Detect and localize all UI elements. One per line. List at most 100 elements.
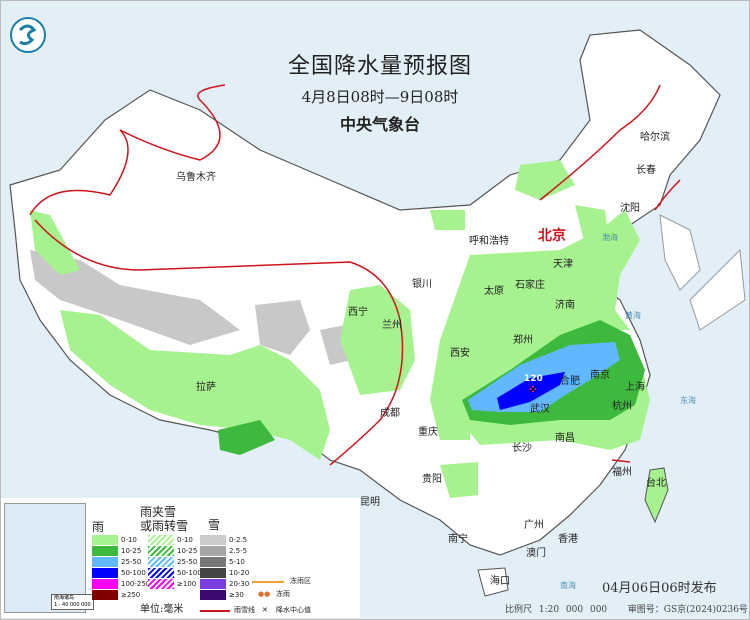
- legend-swatch-mix: [148, 546, 174, 556]
- issuer: 中央气象台: [339, 115, 420, 134]
- review-number: 审图号：GS京(2024)0236号: [627, 605, 748, 615]
- sea-label: 渤海: [602, 233, 618, 242]
- rain-10-25-area: [218, 420, 275, 455]
- legend-swatch-rain: [92, 579, 118, 589]
- rain-snow-line-swatch: [200, 610, 230, 612]
- legend-label-rain: 10-25: [121, 547, 142, 555]
- legend-label-mix: 10-25: [177, 547, 198, 555]
- legend-label-snow: 0-2.5: [229, 536, 248, 544]
- map-header: 全国降水量预报图 4月8日08时—9日08时 中央气象台: [260, 48, 500, 135]
- legend-swatch-rain: [92, 590, 118, 600]
- forecast-period: 4月8日08时—9日08时: [301, 88, 459, 106]
- city-label: 香港: [558, 534, 578, 545]
- city-label-capital: 北京: [538, 228, 566, 244]
- city-label: 西宁: [348, 307, 368, 318]
- legend-swatch-snow: [200, 590, 226, 600]
- city-label: 拉萨: [196, 382, 216, 393]
- legend-swatch-mix: [148, 568, 174, 578]
- precip-center-icon: ✕: [262, 606, 268, 614]
- legend-swatch-snow: [200, 557, 226, 567]
- city-label: 上海: [625, 382, 645, 393]
- legend-swatch-mix: [148, 579, 174, 589]
- city-label: 南京: [590, 370, 610, 381]
- city-label: 重庆: [418, 427, 438, 438]
- legend-swatch-snow: [200, 568, 226, 578]
- city-label: 海口: [490, 576, 510, 587]
- snow-area: [255, 300, 352, 365]
- city-label: 西安: [450, 348, 470, 359]
- legend-swatch-rain: [92, 568, 118, 578]
- legend-label-rain: 25-50: [121, 558, 142, 566]
- city-label: 哈尔滨: [640, 132, 670, 143]
- legend-label-mix: 50-100: [177, 569, 202, 577]
- precip-center-value: 120: [524, 374, 543, 384]
- city-label: 济南: [555, 300, 575, 311]
- city-label: 广州: [524, 520, 544, 531]
- city-label: 南宁: [448, 534, 468, 545]
- map-title: 全国降水量预报图: [287, 54, 472, 79]
- city-label: 福州: [612, 467, 632, 478]
- land-korea-japan: [659, 214, 746, 331]
- city-label: 台北: [646, 478, 666, 489]
- city-label: 澳门: [526, 548, 546, 559]
- city-label: 贵阳: [422, 474, 442, 485]
- city-label: 合肥: [560, 376, 580, 387]
- sea-label: 黄海: [625, 311, 641, 320]
- legend-label-rain: 50-100: [121, 569, 146, 577]
- city-label: 郑州: [513, 335, 533, 346]
- legend-swatch-rain: [92, 535, 118, 545]
- city-label: 石家庄: [515, 280, 545, 291]
- legend-label: 雨雪线: [234, 606, 255, 614]
- legend-label-rain: 100-250: [121, 580, 151, 588]
- city-label: 长春: [636, 165, 656, 176]
- island-hainan: [477, 567, 509, 597]
- city-label: 昆明: [360, 497, 380, 508]
- legend-label-rain: ≥250: [121, 591, 141, 599]
- legend-swatch-rain: [92, 557, 118, 567]
- legend-unit: 单位:毫米: [140, 604, 184, 615]
- sea-label: 东海: [680, 396, 696, 405]
- cma-logo: [10, 17, 46, 53]
- city-label: 太原: [484, 286, 504, 297]
- city-label: 兰州: [382, 320, 402, 331]
- snow-area: [30, 250, 240, 345]
- legend-swatch-snow: [200, 579, 226, 589]
- freezing-rain-zone-swatch: [252, 581, 284, 583]
- city-label: 南昌: [555, 433, 575, 444]
- issue-time: 04月06日06时发布: [602, 581, 717, 596]
- city-label: 成都: [380, 408, 400, 419]
- precip-center-marker: [529, 385, 537, 393]
- legend-label: 冻雨: [276, 590, 290, 598]
- city-label: 沈阳: [620, 203, 640, 214]
- legend-swatch-rain: [92, 546, 118, 556]
- island-taiwan: [644, 467, 669, 524]
- freezing-rain-icon: ●●: [258, 590, 271, 598]
- legend-label: 降水中心值: [276, 606, 311, 614]
- legend-label-rain: 0-10: [121, 536, 137, 544]
- legend-label-mix: ≥100: [177, 580, 197, 588]
- legend-swatch-snow: [200, 535, 226, 545]
- legend-label-snow: ≥30: [229, 591, 244, 599]
- city-label: 呼和浩特: [469, 236, 509, 247]
- legend-rain-title: 雨: [92, 520, 105, 534]
- city-label: 长沙: [512, 443, 532, 454]
- south-china-sea-inset: 南海诸岛 1 : 40 000 000: [4, 503, 94, 613]
- legend-mix-title: 雨夹雪 或雨转雪: [140, 505, 189, 533]
- legend-swatch-mix: [148, 557, 174, 567]
- legend-label: 冻雨区: [290, 577, 311, 585]
- sea-label: 南海: [560, 581, 576, 590]
- legend-label-mix: 0-10: [177, 536, 193, 544]
- city-label: 武汉: [530, 404, 550, 415]
- city-label: 乌鲁木齐: [176, 172, 216, 183]
- legend-swatch-snow: [200, 546, 226, 556]
- legend-snow-title: 雪: [208, 518, 221, 532]
- scale-and-review-no: 比例尺 1:20 000 000 审图号：GS京(2024)0236号: [505, 602, 748, 615]
- city-label: 银川: [412, 279, 432, 290]
- scale: 比例尺 1:20 000 000: [505, 605, 608, 615]
- inset-caption: 南海诸岛 1 : 40 000 000: [51, 594, 94, 610]
- legend-label-snow: 10-20: [229, 569, 250, 577]
- legend-label-mix: 25-50: [177, 558, 198, 566]
- rain-snow-lines: [29, 84, 681, 466]
